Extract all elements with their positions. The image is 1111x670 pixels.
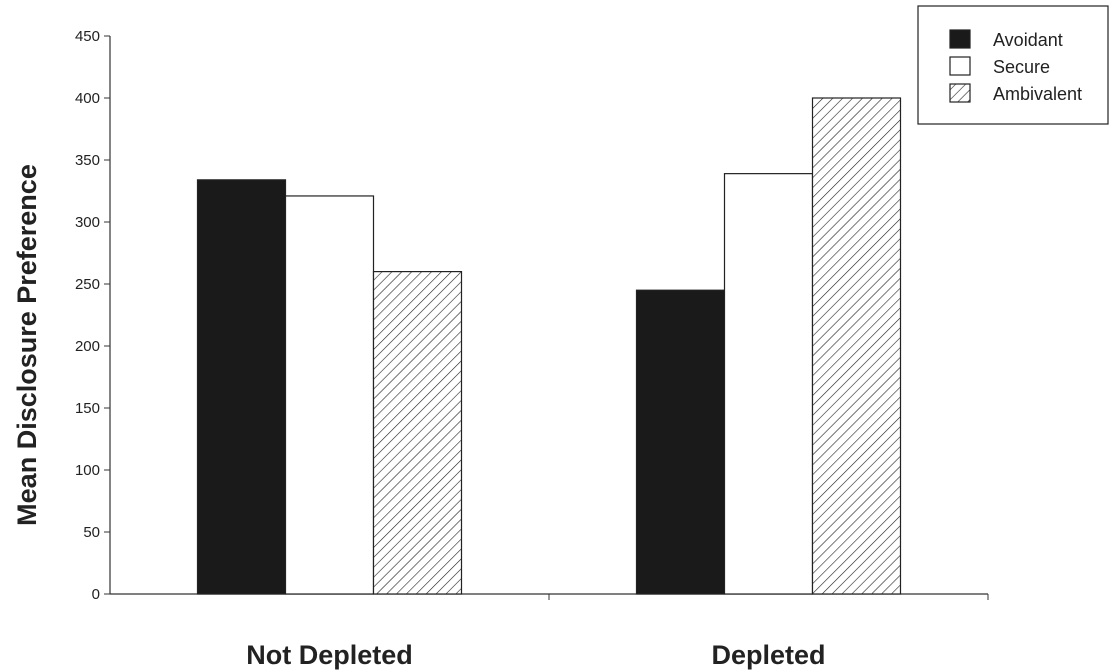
legend-label-secure: Secure	[993, 57, 1050, 77]
bar-secure-2	[723, 173, 814, 595]
y-tick-label: 200	[75, 338, 100, 355]
legend-label-avoidant: Avoidant	[993, 30, 1063, 50]
category-label: Not Depleted	[246, 640, 413, 670]
legend-swatch-ambivalent	[949, 83, 971, 103]
legend-swatch-secure	[949, 56, 971, 76]
bar-avoidant-1	[196, 179, 287, 595]
y-tick-label: 350	[75, 152, 100, 169]
legend-label-ambivalent: Ambivalent	[993, 84, 1082, 104]
bar-ambivalent-2	[811, 97, 902, 595]
y-tick-label: 100	[75, 462, 100, 479]
bar-ambivalent-1	[372, 271, 463, 595]
y-tick-label: 50	[83, 524, 100, 541]
y-tick-label: 400	[75, 90, 100, 107]
y-tick-label: 150	[75, 400, 100, 417]
legend-swatch-avoidant	[949, 29, 971, 49]
y-tick-label: 250	[75, 276, 100, 293]
bar-secure-1	[284, 195, 375, 595]
bar-avoidant-2	[635, 289, 726, 595]
legend: Avoidant Secure Ambivalent	[917, 5, 1109, 125]
bars	[196, 97, 902, 595]
y-tick-label: 0	[92, 586, 100, 603]
y-axis-label: Mean Disclosure Preference	[12, 164, 42, 526]
y-tick-label: 450	[75, 28, 100, 45]
category-label: Depleted	[711, 640, 825, 670]
y-ticks: 0 50 100 150 200 250 300 350 400 450	[75, 28, 110, 603]
y-tick-label: 300	[75, 214, 100, 231]
category-labels: Not Depleted Depleted	[246, 640, 825, 670]
